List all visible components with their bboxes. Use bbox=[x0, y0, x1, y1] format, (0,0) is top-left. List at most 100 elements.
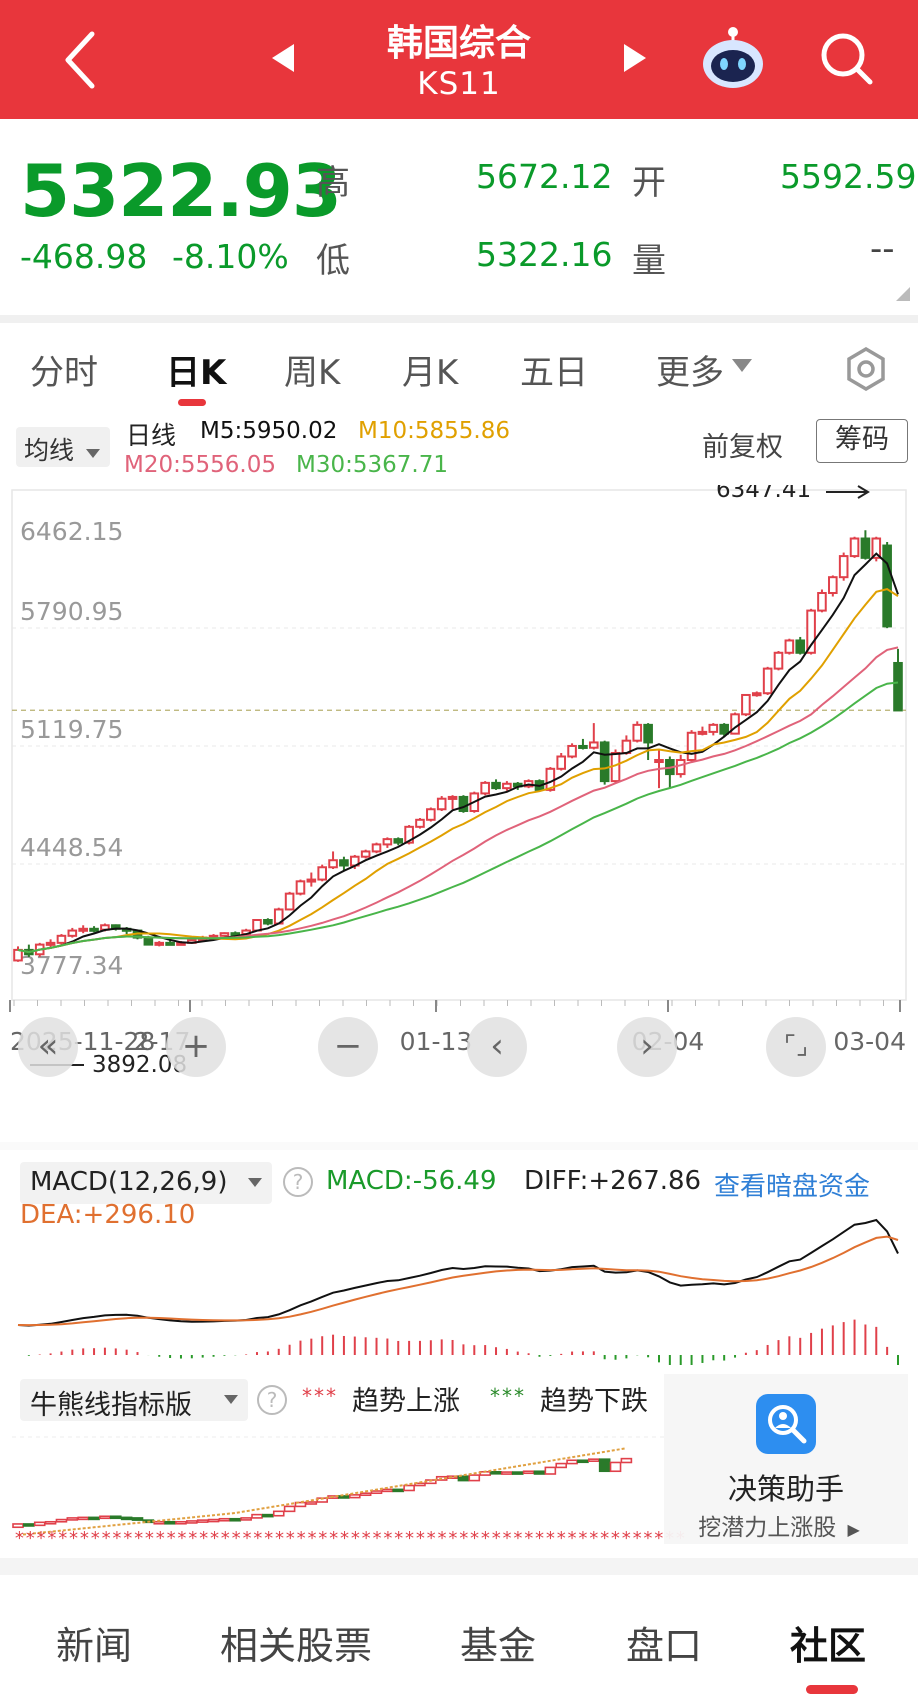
candle-body bbox=[838, 555, 849, 579]
candle-body bbox=[828, 576, 838, 595]
candle-body bbox=[393, 838, 404, 844]
tab-related-stocks[interactable]: 相关股票 bbox=[220, 1624, 373, 1668]
candle bbox=[45, 939, 56, 948]
bull-candle bbox=[294, 1501, 307, 1508]
expand-corner-icon[interactable] bbox=[896, 287, 910, 301]
bull-candle bbox=[490, 1471, 502, 1475]
y-tick-label: 3777.34 bbox=[20, 951, 123, 980]
downtrend-marker-icon: *** bbox=[490, 1384, 526, 1408]
zoom-in-button[interactable]: + bbox=[166, 1017, 226, 1077]
candle-body bbox=[882, 544, 892, 628]
decision-assistant-card[interactable]: 决策助手 挖潜力上涨股 ▶ bbox=[664, 1374, 908, 1544]
candle bbox=[458, 795, 469, 813]
candle bbox=[849, 536, 860, 558]
dark-pool-link[interactable]: 查看暗盘资金 bbox=[714, 1172, 871, 1202]
back-icon[interactable] bbox=[60, 30, 100, 90]
bull-candle bbox=[609, 1461, 622, 1473]
adjust-mode[interactable]: 前复权 bbox=[702, 432, 783, 463]
candle-body bbox=[165, 941, 175, 946]
candle bbox=[89, 926, 99, 933]
candle bbox=[806, 608, 816, 655]
candle-body bbox=[480, 781, 490, 795]
candle-body bbox=[795, 639, 806, 654]
candle bbox=[556, 752, 567, 771]
tab-community[interactable]: 社区 bbox=[790, 1624, 867, 1668]
chevron-down-icon bbox=[224, 1395, 238, 1404]
active-tab-indicator bbox=[806, 1685, 858, 1694]
tab-five-day[interactable]: 五日 bbox=[520, 353, 588, 393]
candle-body bbox=[491, 781, 501, 790]
candle-body bbox=[317, 866, 327, 881]
candle-body bbox=[295, 880, 306, 895]
bottom-tabs: 新闻 相关股票 基金 盘口 社区 bbox=[0, 1575, 918, 1699]
search-icon[interactable] bbox=[818, 30, 874, 86]
candle-body bbox=[567, 744, 577, 758]
scroll-right-button[interactable]: › bbox=[617, 1017, 677, 1077]
help-icon[interactable]: ? bbox=[256, 1384, 288, 1416]
top-bar: 韩国综合 KS11 bbox=[0, 0, 918, 119]
candle-body bbox=[143, 936, 154, 946]
uptrend-legend: 趋势上涨 bbox=[352, 1386, 460, 1417]
candle-body bbox=[719, 723, 729, 735]
candle-body bbox=[632, 723, 643, 742]
candle bbox=[371, 842, 382, 854]
y-tick-label: 5119.75 bbox=[20, 715, 123, 744]
bull-bear-dropdown[interactable]: 牛熊线指标版 bbox=[20, 1379, 248, 1421]
bull-candle bbox=[577, 1459, 589, 1464]
bull-candle bbox=[196, 1519, 209, 1523]
diff-line bbox=[17, 1218, 899, 1327]
fullscreen-button[interactable]: ⌜⌟ bbox=[766, 1017, 826, 1077]
low-value: 5322.16 bbox=[476, 235, 613, 274]
open-label: 开 bbox=[632, 163, 666, 203]
candle-body bbox=[382, 838, 393, 846]
candle-body bbox=[784, 639, 795, 654]
divider bbox=[0, 1142, 918, 1150]
tab-news[interactable]: 新闻 bbox=[56, 1624, 133, 1668]
prev-stock-icon[interactable] bbox=[270, 42, 296, 74]
next-stock-icon[interactable] bbox=[622, 42, 648, 74]
high-label: 高 bbox=[316, 163, 350, 203]
candle-body bbox=[371, 843, 382, 853]
tab-order-book[interactable]: 盘口 bbox=[626, 1624, 703, 1668]
downtrend-legend: 趋势下跌 bbox=[540, 1386, 648, 1417]
candle-body bbox=[252, 919, 262, 932]
candle-body bbox=[447, 795, 458, 800]
macd-chart[interactable] bbox=[0, 1150, 918, 1365]
tab-more[interactable]: 更多 bbox=[656, 353, 724, 393]
candle-body bbox=[426, 808, 436, 821]
settings-icon[interactable] bbox=[844, 347, 888, 391]
tab-weekly-k[interactable]: 周K bbox=[284, 353, 341, 393]
bull-candle bbox=[348, 1494, 361, 1499]
candle-body bbox=[806, 609, 816, 654]
candle-body bbox=[773, 651, 784, 670]
current-price: 5322.93 bbox=[20, 149, 342, 233]
tab-intraday[interactable]: 分时 bbox=[30, 353, 98, 393]
bull-candle bbox=[446, 1475, 459, 1479]
candle bbox=[263, 918, 273, 926]
high-value: 5672.12 bbox=[476, 157, 613, 196]
zoom-out-button[interactable]: − bbox=[318, 1017, 378, 1077]
more-dropdown-icon[interactable] bbox=[732, 359, 752, 373]
ma-dropdown[interactable]: 均线 bbox=[16, 427, 110, 467]
help-icon[interactable]: ? bbox=[282, 1166, 314, 1198]
macd-dropdown[interactable]: MACD(12,26,9) bbox=[20, 1162, 272, 1204]
scroll-left-fast-button[interactable]: « bbox=[18, 1017, 78, 1077]
candle bbox=[643, 723, 653, 761]
tab-monthly-k[interactable]: 月K bbox=[402, 353, 459, 393]
candle-body bbox=[154, 941, 165, 946]
tab-funds[interactable]: 基金 bbox=[460, 1624, 537, 1668]
chips-button[interactable]: 筹码 bbox=[816, 419, 908, 463]
bull-candle bbox=[566, 1459, 578, 1465]
candle bbox=[589, 723, 599, 750]
bull-candle bbox=[218, 1517, 231, 1522]
m30-value: M30:5367.71 bbox=[296, 452, 448, 478]
bull-candle bbox=[370, 1490, 383, 1495]
bull-candle bbox=[131, 1517, 144, 1521]
assistant-subtitle: 挖潜力上涨股 ▶ bbox=[664, 1508, 894, 1542]
robot-assistant-icon[interactable] bbox=[700, 24, 766, 90]
bull-bear-chart[interactable]: ****************************************… bbox=[0, 1365, 918, 1545]
kline-chart[interactable]: 6462.15 5790.95 5119.75 4448.54 3777.34 6347.… bbox=[0, 485, 918, 1135]
scroll-left-button[interactable]: ‹ bbox=[467, 1017, 527, 1077]
tab-daily-k[interactable]: 日K bbox=[166, 353, 227, 393]
dea-line bbox=[17, 1235, 899, 1327]
